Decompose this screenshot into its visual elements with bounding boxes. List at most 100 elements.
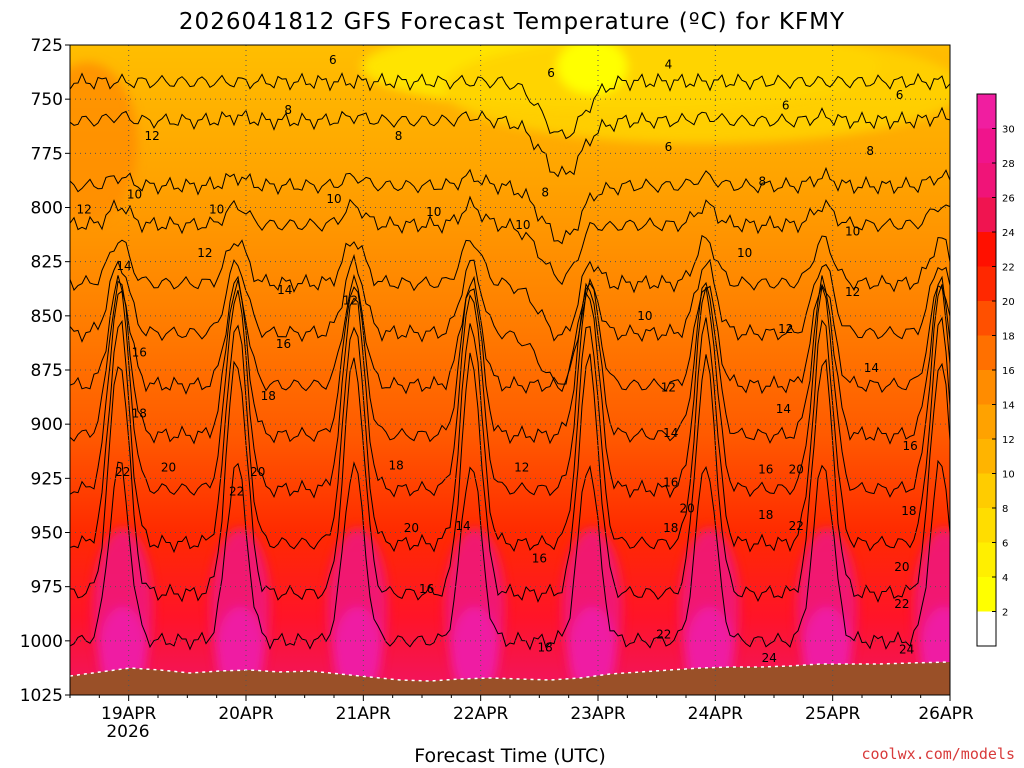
isotherm-line <box>70 316 950 554</box>
contour-label: 20 <box>894 560 909 574</box>
contour-label: 8 <box>866 144 874 158</box>
colorbar-tick-label: 16 <box>1002 366 1015 377</box>
y-tick-label: 950 <box>31 524 63 544</box>
y-tick-label: 725 <box>31 36 63 56</box>
contour-label: 20 <box>250 465 265 479</box>
contour-label: 20 <box>789 463 804 477</box>
terrain-surface <box>70 662 950 695</box>
x-tick-label: 26APR <box>918 704 974 724</box>
y-tick-label: 800 <box>31 199 63 219</box>
y-tick-label: 1000 <box>20 632 63 652</box>
contour-label: 10 <box>845 224 860 238</box>
contour-label: 16 <box>902 439 917 453</box>
plot-area: 6 6 4 6 6 6 8 8 8 8 8 12 10 10 10 10 10 10 10 10 12 12 12 12 12 1… <box>70 45 950 695</box>
colorbar-swatch <box>977 439 996 474</box>
colorbar-swatch <box>977 266 996 301</box>
y-tick-label: 825 <box>31 253 63 273</box>
isotherm-line <box>70 72 950 140</box>
contour-label: 10 <box>515 218 530 232</box>
contour-label: 14 <box>663 426 678 440</box>
colorbar-swatch <box>977 301 996 336</box>
contour-label: 16 <box>758 463 773 477</box>
colorbar-tick-label: 24 <box>1002 228 1015 239</box>
contour-label: 22 <box>894 597 909 611</box>
contour-label: 10 <box>637 309 652 323</box>
colorbar-swatch <box>977 197 996 232</box>
contour-label: 12 <box>845 285 860 299</box>
colorbar-tick-label: 10 <box>1002 470 1015 481</box>
chart-title: 2026041812 GFS Forecast Temperature (ºC)… <box>179 9 845 35</box>
colorbar-swatch <box>977 370 996 405</box>
colorbar-tick-label: 8 <box>1002 504 1008 515</box>
contour-label: 20 <box>161 461 176 475</box>
isotherm-contours <box>70 72 950 651</box>
contour-label: 16 <box>132 346 147 360</box>
isotherm-line <box>70 106 950 178</box>
y-tick-label: 875 <box>31 361 63 381</box>
contour-label: 18 <box>901 504 916 518</box>
colorbar-tick-label: 18 <box>1002 332 1015 343</box>
isotherm-line <box>70 273 950 395</box>
y-tick-label: 850 <box>31 307 63 327</box>
contour-label: 12 <box>76 203 91 217</box>
contour-label: 10 <box>426 205 441 219</box>
contour-label: 6 <box>896 88 904 102</box>
contour-label: 16 <box>663 476 678 490</box>
grid-lines <box>70 45 950 695</box>
contour-label: 20 <box>680 502 695 516</box>
x-axis: 19APR 20APR 21APR 22APR 23APR 24APR 25APR 26APR <box>69 695 974 724</box>
contour-label: 22 <box>789 519 804 533</box>
contour-label: 12 <box>661 380 676 394</box>
contour-label: 6 <box>782 99 790 113</box>
contour-label: 12 <box>514 461 529 475</box>
x-tick-label: 22APR <box>453 704 509 724</box>
contour-label: 22 <box>229 484 244 498</box>
contour-label: 14 <box>776 402 791 416</box>
contour-label: 8 <box>395 129 403 143</box>
isotherm-line <box>70 352 950 603</box>
contour-label: 20 <box>404 521 419 535</box>
x-tick-label: 25APR <box>805 704 861 724</box>
contour-label: 16 <box>419 582 434 596</box>
y-tick-label: 925 <box>31 469 63 489</box>
warm-core <box>333 606 382 695</box>
isotherm-line <box>70 284 950 499</box>
x-axis-label: Forecast Time (UTC) <box>414 745 605 767</box>
colorbar-swatch <box>977 473 996 508</box>
isotherm-line <box>70 275 950 445</box>
colorbar-tick-label: 22 <box>1002 263 1015 274</box>
colorbar-tick-label: 2 <box>1002 608 1008 619</box>
colorbar-swatch <box>977 94 996 129</box>
x-axis-year: 2026 <box>106 722 149 742</box>
isotherm-line <box>70 459 950 651</box>
warm-core <box>568 606 617 695</box>
y-tick-label: 1025 <box>20 686 63 706</box>
colorbar-tick-label: 30 <box>1002 125 1015 136</box>
contour-label: 22 <box>656 627 671 641</box>
colorbar-swatch <box>977 128 996 163</box>
contour-labels: 6 6 4 6 6 6 8 8 8 8 8 12 10 10 10 10 10 10 10 10 12 12 12 12 12 1… <box>76 53 917 665</box>
contour-label: 16 <box>532 552 547 566</box>
contour-label: 6 <box>665 140 673 154</box>
contour-label: 4 <box>665 58 673 72</box>
contour-label: 8 <box>758 175 766 189</box>
contour-label: 18 <box>538 640 553 654</box>
y-tick-label: 975 <box>31 578 63 598</box>
colorbar-swatch <box>977 232 996 267</box>
contour-label: 8 <box>541 185 549 199</box>
terrain-edge <box>70 661 950 682</box>
colorbar-swatch <box>977 542 996 577</box>
contour-label: 18 <box>261 389 276 403</box>
contour-label: 10 <box>737 246 752 260</box>
colorbar-swatch <box>977 508 996 543</box>
contour-label: 18 <box>389 458 404 472</box>
contour-label: 18 <box>663 521 678 535</box>
credit-link[interactable]: coolwx.com/models <box>861 745 1015 763</box>
isotherm-line <box>70 166 950 245</box>
colorbar-swatch <box>977 163 996 198</box>
contour-label: 10 <box>209 203 224 217</box>
x-tick-label: 24APR <box>688 704 744 724</box>
y-tick-label: 750 <box>31 90 63 110</box>
contour-label: 12 <box>144 129 159 143</box>
colorbar-tick-label: 4 <box>1002 573 1008 584</box>
